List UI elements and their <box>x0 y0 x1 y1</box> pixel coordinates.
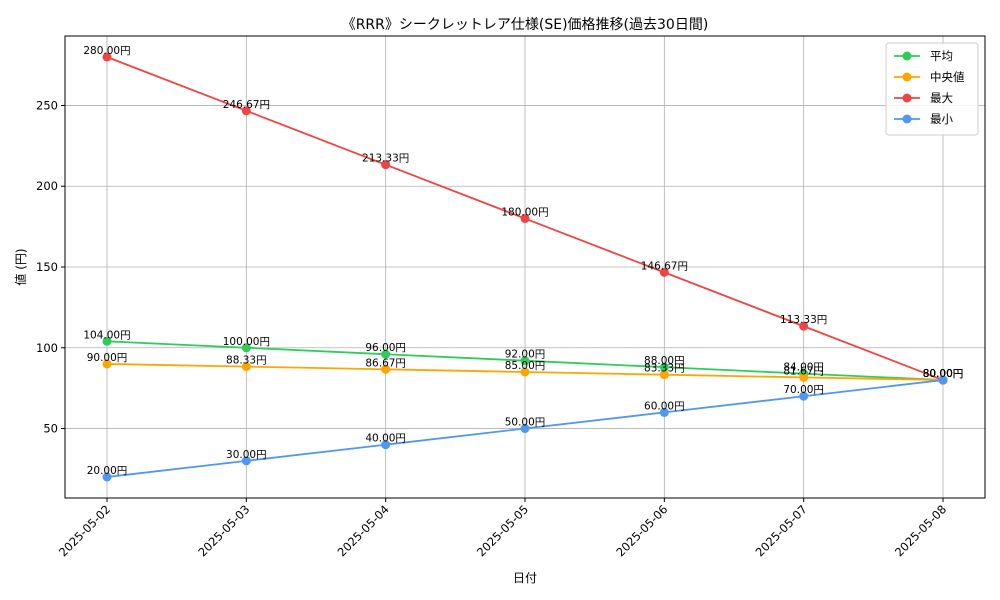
legend-box <box>885 42 979 136</box>
data-label: 85.00円 <box>505 360 546 372</box>
y-tick-label: 100 <box>36 341 58 355</box>
data-label: 104.00円 <box>83 329 130 341</box>
series-最大: 280.00円 246.67円 213.33円 180.00円 146.67円 113.3… <box>83 45 963 385</box>
data-label: 96.00円 <box>365 342 406 354</box>
data-label: 80.00円 <box>923 368 964 380</box>
y-tick-label: 50 <box>43 422 58 436</box>
data-label: 146.67円 <box>641 260 688 272</box>
data-point <box>520 424 530 434</box>
data-point <box>381 160 391 170</box>
data-label: 86.67円 <box>365 357 406 369</box>
x-axis-title: 日付 <box>513 571 537 585</box>
data-point <box>799 321 809 331</box>
legend-label: 最大 <box>930 91 953 105</box>
legend-marker <box>902 114 912 124</box>
data-label: 180.00円 <box>501 207 548 219</box>
data-label: 90.00円 <box>87 352 128 364</box>
data-point <box>659 370 669 380</box>
data-point <box>241 343 251 353</box>
legend-marker <box>902 72 912 82</box>
data-point <box>659 362 669 372</box>
data-label: 113.33円 <box>780 314 827 326</box>
data-point <box>241 106 251 116</box>
data-point <box>381 364 391 374</box>
legend-marker <box>902 51 912 61</box>
data-label: 20.00円 <box>87 465 128 477</box>
data-point <box>102 52 112 62</box>
data-point <box>381 440 391 450</box>
data-point <box>241 456 251 466</box>
data-point <box>520 367 530 377</box>
data-point <box>381 349 391 359</box>
legend-label: 平均 <box>930 49 953 63</box>
chart-title: 《RRR》シークレットレア仕様(SE)価格推移(過去30日間) <box>342 17 709 33</box>
data-label: 80.00円 <box>923 368 964 380</box>
data-point <box>102 359 112 369</box>
y-axis: 50 100 150 200 250 <box>36 98 65 436</box>
data-point <box>938 375 948 385</box>
data-point <box>241 362 251 372</box>
legend-label: 中央値 <box>930 70 965 84</box>
legend-label: 最小 <box>930 112 953 126</box>
data-label: 60.00円 <box>644 400 685 412</box>
data-point <box>659 407 669 417</box>
data-label: 40.00円 <box>365 433 406 445</box>
data-point <box>102 472 112 482</box>
legend-marker <box>902 93 912 103</box>
data-label: 88.00円 <box>644 355 685 367</box>
data-label: 92.00円 <box>505 349 546 361</box>
y-tick-label: 150 <box>36 260 58 274</box>
data-label: 100.00円 <box>223 336 270 348</box>
data-point <box>520 356 530 366</box>
data-point <box>102 336 112 346</box>
data-label: 30.00円 <box>226 449 267 461</box>
data-point <box>799 391 809 401</box>
data-label: 83.33円 <box>644 363 685 375</box>
y-tick-label: 200 <box>36 179 58 193</box>
y-tick-label: 250 <box>36 98 58 112</box>
series-最小: 20.00円 30.00円 40.00円 50.00円 60.00円 70.00円 80.0… <box>87 368 964 482</box>
y-axis-title: 値 (円) <box>13 248 28 285</box>
data-label: 50.00円 <box>505 417 546 429</box>
data-label: 70.00円 <box>783 384 824 396</box>
series-group: 104.00円 100.00円 96.00円 92.00円 88.00円 84.00円 80… <box>83 45 963 482</box>
data-label: 81.67円 <box>783 365 824 377</box>
data-point <box>520 214 530 224</box>
data-label: 84.00円 <box>783 362 824 374</box>
data-label: 88.33円 <box>226 355 267 367</box>
data-point <box>799 372 809 382</box>
data-point <box>659 267 669 277</box>
data-label: 246.67円 <box>223 99 270 111</box>
data-label: 213.33円 <box>362 153 409 165</box>
data-label: 280.00円 <box>83 45 130 57</box>
